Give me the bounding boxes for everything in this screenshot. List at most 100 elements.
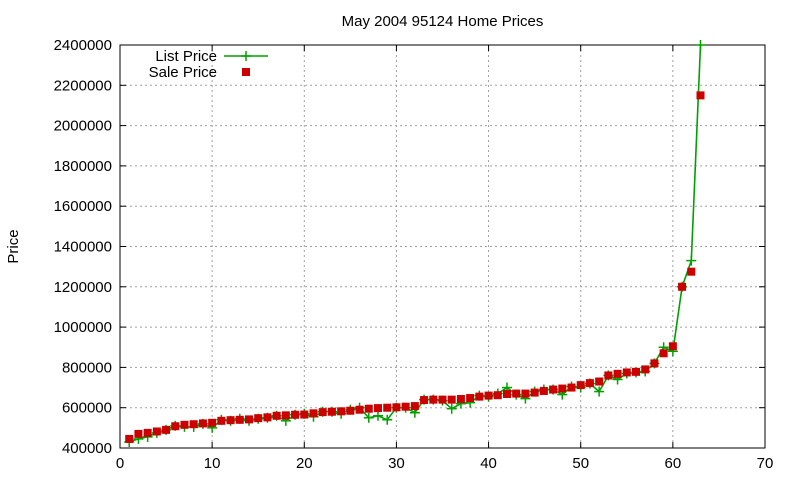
sale-price-point [337,407,346,416]
sale-price-point [235,415,244,424]
y-tick-label: 1600000 [54,198,112,215]
axis-ticks: 0 10 20 30 40 50 60 70 400000 600000 800000 1000000… [54,37,774,472]
x-tick-label: 50 [572,455,589,472]
sale-price-point [125,434,134,443]
list-price-point [363,412,374,423]
sale-price-point [595,377,604,386]
sale-price-point [678,282,687,291]
legend-key-sale-price [242,68,250,76]
legend-key-list-price [224,51,268,61]
sale-price-point [171,422,180,431]
sale-price-point [521,389,530,398]
y-tick-label: 400000 [62,440,112,457]
x-tick-label: 70 [757,455,774,472]
sale-price-point [318,408,327,417]
sale-price-point [576,381,585,390]
sale-price-point [217,416,226,425]
sale-price-point [512,389,521,398]
sale-price-point [300,410,309,419]
sale-price-point [567,383,576,392]
sale-price-point [438,395,447,404]
y-tick-label: 1800000 [54,158,112,175]
list-price-point [594,386,605,397]
sale-price-point [198,419,207,428]
sale-price-point [585,379,594,388]
sale-price-point [392,403,401,412]
legend-square-marker [242,68,250,76]
y-tick-label: 2000000 [54,118,112,135]
sale-price-point [687,267,696,276]
sale-price-point [659,349,668,358]
legend-plus-marker [241,51,251,61]
sale-price-point [613,369,622,378]
y-tick-label: 1400000 [54,239,112,256]
sale-price-point [503,389,511,398]
list-price-point [686,255,697,266]
sale-price-point [539,386,548,395]
sale-price-point [475,392,484,401]
sale-price-point [493,391,502,400]
sale-price-point [309,409,318,418]
sale-price-point [641,365,650,374]
y-tick-label: 2400000 [54,37,112,54]
sale-price-point [245,415,253,424]
legend-label-sale-price: Sale Price [149,64,217,81]
sale-price-point [696,91,705,100]
sale-price-point [374,404,382,413]
series [124,40,706,447]
y-tick-label: 1200000 [54,279,112,296]
sale-price-point [622,368,631,377]
series-list-price [124,40,706,447]
legend-label-list-price: List Price [155,48,217,65]
grid [120,45,765,448]
sale-price-point [650,359,659,368]
sale-price-point [272,411,281,420]
sale-price-point [632,367,640,376]
list-price-point [446,403,457,414]
sale-price-point [355,405,364,414]
sale-price-point [668,342,677,351]
sale-price-point [401,402,410,411]
sale-price-point [383,403,392,412]
y-axis-label: Price [5,229,22,263]
sale-price-point [226,416,235,425]
sale-price-point [364,404,373,413]
sale-price-point [549,385,558,394]
sale-price-point [429,395,438,404]
x-tick-label: 0 [116,455,124,472]
y-tick-label: 1000000 [54,319,112,336]
list-price-line [128,44,702,443]
y-tick-label: 600000 [62,400,112,417]
sale-price-point [281,411,290,420]
sale-price-point [466,394,475,403]
sale-price-point [530,388,539,397]
list-price-point [382,414,393,425]
y-tick-label: 800000 [62,359,112,376]
sale-price-point [420,396,429,405]
x-tick-label: 20 [296,455,313,472]
sale-price-point [143,428,152,437]
list-price-point [373,410,383,421]
sale-price-point [484,391,493,400]
chart-title: May 2004 95124 Home Prices [342,13,544,30]
x-tick-label: 60 [665,455,682,472]
sale-price-point [162,425,171,434]
legend: List Price Sale Price [149,48,268,81]
list-price-point [695,40,706,50]
x-tick-label: 10 [204,455,221,472]
x-tick-label: 40 [480,455,497,472]
y-tick-label: 2200000 [54,77,112,94]
sale-price-point [134,429,143,438]
sale-price-point [152,427,161,436]
sale-price-point [604,371,613,380]
x-tick-label: 30 [388,455,405,472]
sale-price-point [346,406,355,415]
sale-price-point [327,407,336,416]
sale-price-point [208,418,217,427]
sale-price-point [447,395,456,404]
sale-price-point [180,420,189,429]
sale-price-point [558,384,567,393]
sale-price-point [189,420,198,429]
